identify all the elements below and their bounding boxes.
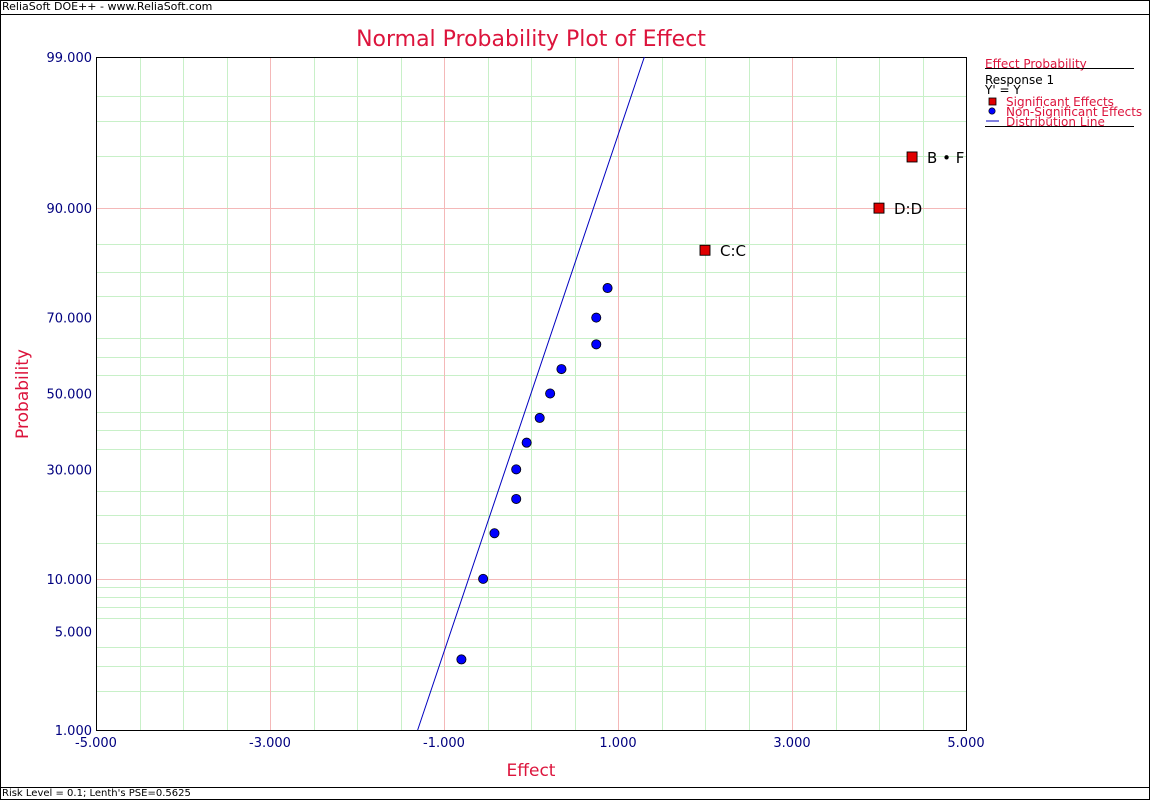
significant-point-label: D:D [894,200,922,218]
significant-point-label: C:C [720,242,746,260]
data-points: C:C D:D B • F [456,149,964,665]
x-axis-label: Effect [507,761,556,781]
significant-point [906,151,918,163]
y-tick-label: 30.000 [47,463,93,478]
header-divider [0,14,1150,15]
x-tick-label: 5.000 [947,736,984,751]
x-tick-label: -5.000 [75,736,117,751]
y-tick-label: 10.000 [47,573,93,588]
significant-point [873,202,885,214]
y-tick-label: 90.000 [47,202,93,217]
x-tick-label: 3.000 [773,736,810,751]
non-significant-point [521,437,532,448]
legend-significant-label: Significant Effects [1006,95,1114,109]
legend: Effect Probability Response 1 Y' = Y Sig… [984,57,1142,129]
non-significant-point [478,573,489,584]
x-tick-label: -1.000 [423,736,465,751]
non-significant-point [591,339,602,350]
legend-title: Effect Probability [985,57,1087,71]
x-tick-label: -3.000 [249,736,291,751]
y-tick-label: 1.000 [55,724,92,739]
y-tick-label: 99.000 [47,51,93,66]
app-header: ReliaSoft DOE++ - www.ReliaSoft.com [2,0,213,13]
non-significant-point [545,388,556,399]
significant-point [699,244,711,256]
x-tick-label: 1.000 [599,736,636,751]
chart-title: Normal Probability Plot of Effect [356,27,706,52]
non-significant-point [511,493,522,504]
non-significant-point [489,528,500,539]
x-tick-labels: -5.000 -3.000 -1.000 1.000 3.000 5.000 [75,736,985,751]
status-footer: Risk Level = 0.1; Lenth's PSE=0.5625 [2,788,191,799]
legend-significant-marker [988,97,997,106]
legend-transform: Y' = Y [984,83,1021,97]
non-significant-point [456,654,467,665]
non-significant-point [591,312,602,323]
y-tick-label: 50.000 [47,388,93,403]
legend-non-significant-label: Non-Significant Effects [1006,105,1142,119]
distribution-line [417,56,645,731]
non-significant-point [602,283,613,294]
non-significant-point [534,412,545,423]
non-significant-point [511,464,522,475]
legend-non-significant-marker [988,107,996,115]
y-tick-label: 70.000 [47,312,93,327]
y-tick-labels: 1.000 5.000 10.000 30.000 50.000 70.000 90.000… [47,51,93,739]
footer-divider [0,787,1150,788]
non-significant-point [556,364,567,375]
y-axis-label: Probability [13,349,33,439]
significant-point-label: B • F [927,149,964,167]
legend-response: Response 1 [985,73,1054,87]
legend-distribution-label: Distribution Line [1006,115,1105,129]
plot-border [96,57,967,731]
y-tick-label: 5.000 [55,625,92,640]
